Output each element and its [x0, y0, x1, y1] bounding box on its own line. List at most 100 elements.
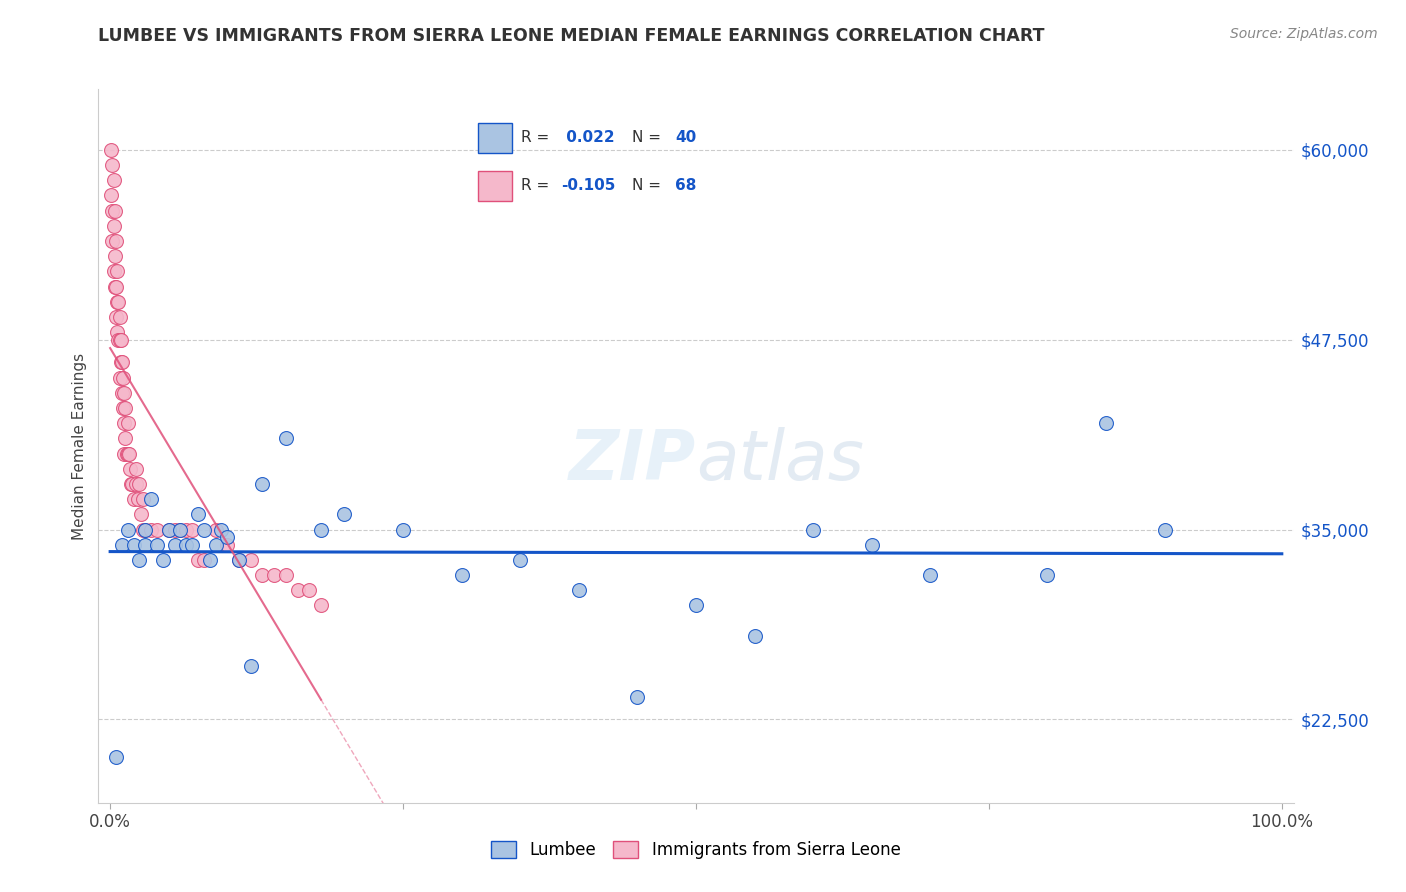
- Point: [120, 462, 141, 476]
- Point: [685, 599, 707, 613]
- Point: [141, 523, 163, 537]
- Point: [105, 325, 128, 339]
- Point: [112, 385, 135, 400]
- Point: [239, 553, 262, 567]
- Point: [744, 629, 766, 643]
- Point: [298, 583, 321, 598]
- Point: [228, 553, 250, 567]
- Point: [101, 203, 124, 218]
- Point: [103, 219, 125, 233]
- Point: [274, 568, 297, 582]
- Point: [112, 447, 135, 461]
- Point: [115, 447, 138, 461]
- Point: [128, 553, 150, 567]
- Point: [100, 143, 122, 157]
- Point: [122, 538, 145, 552]
- Point: [104, 249, 127, 263]
- Point: [211, 523, 233, 537]
- Point: [112, 401, 135, 415]
- Point: [105, 750, 128, 764]
- Point: [121, 477, 143, 491]
- Point: [287, 583, 309, 598]
- Point: [127, 492, 149, 507]
- Point: [107, 333, 129, 347]
- Point: [450, 568, 472, 582]
- Point: [114, 401, 136, 415]
- Point: [108, 310, 131, 324]
- Point: [204, 538, 226, 552]
- Point: [217, 538, 239, 552]
- Point: [108, 333, 131, 347]
- Point: [101, 158, 124, 172]
- Point: [157, 523, 180, 537]
- Point: [101, 234, 124, 248]
- Point: [174, 538, 197, 552]
- Point: [1153, 523, 1175, 537]
- Point: [181, 523, 204, 537]
- Point: [107, 294, 129, 309]
- Point: [333, 508, 356, 522]
- Legend: Lumbee, Immigrants from Sierra Leone: Lumbee, Immigrants from Sierra Leone: [485, 834, 907, 866]
- Point: [117, 416, 139, 430]
- Point: [181, 538, 204, 552]
- Point: [392, 523, 415, 537]
- Point: [163, 538, 186, 552]
- Point: [103, 264, 125, 278]
- Point: [125, 477, 148, 491]
- Point: [117, 523, 139, 537]
- Point: [112, 370, 135, 384]
- Point: [111, 355, 134, 369]
- Point: [105, 234, 128, 248]
- Text: Source: ZipAtlas.com: Source: ZipAtlas.com: [1230, 27, 1378, 41]
- Point: [125, 462, 148, 476]
- Point: [309, 599, 332, 613]
- Point: [146, 523, 169, 537]
- Point: [100, 188, 122, 202]
- Point: [105, 264, 128, 278]
- Point: [263, 568, 285, 582]
- Point: [111, 385, 134, 400]
- Point: [103, 173, 125, 187]
- Point: [626, 690, 648, 704]
- Text: LUMBEE VS IMMIGRANTS FROM SIERRA LEONE MEDIAN FEMALE EARNINGS CORRELATION CHART: LUMBEE VS IMMIGRANTS FROM SIERRA LEONE M…: [98, 27, 1045, 45]
- Point: [920, 568, 942, 582]
- Point: [108, 370, 131, 384]
- Point: [105, 279, 128, 293]
- Point: [163, 523, 186, 537]
- Point: [252, 477, 274, 491]
- Point: [239, 659, 262, 673]
- Point: [228, 553, 250, 567]
- Point: [187, 508, 209, 522]
- Point: [120, 477, 142, 491]
- Point: [252, 568, 274, 582]
- Point: [118, 447, 141, 461]
- Text: atlas: atlas: [696, 426, 863, 494]
- Point: [169, 523, 191, 537]
- Point: [187, 553, 209, 567]
- Point: [274, 431, 297, 445]
- Point: [111, 538, 134, 552]
- Point: [204, 523, 226, 537]
- Point: [128, 477, 150, 491]
- Point: [193, 553, 215, 567]
- Point: [198, 553, 221, 567]
- Point: [104, 279, 127, 293]
- Point: [105, 310, 128, 324]
- Point: [134, 523, 156, 537]
- Text: ZIP: ZIP: [568, 426, 696, 494]
- Point: [1095, 416, 1118, 430]
- Point: [1036, 568, 1059, 582]
- Point: [132, 492, 155, 507]
- Point: [217, 530, 239, 544]
- Point: [146, 538, 169, 552]
- Point: [169, 523, 191, 537]
- Point: [174, 523, 197, 537]
- Point: [122, 492, 145, 507]
- Point: [112, 416, 135, 430]
- Point: [193, 523, 215, 537]
- Point: [134, 538, 156, 552]
- Point: [114, 431, 136, 445]
- Point: [801, 523, 824, 537]
- Y-axis label: Median Female Earnings: Median Female Earnings: [72, 352, 87, 540]
- Point: [860, 538, 883, 552]
